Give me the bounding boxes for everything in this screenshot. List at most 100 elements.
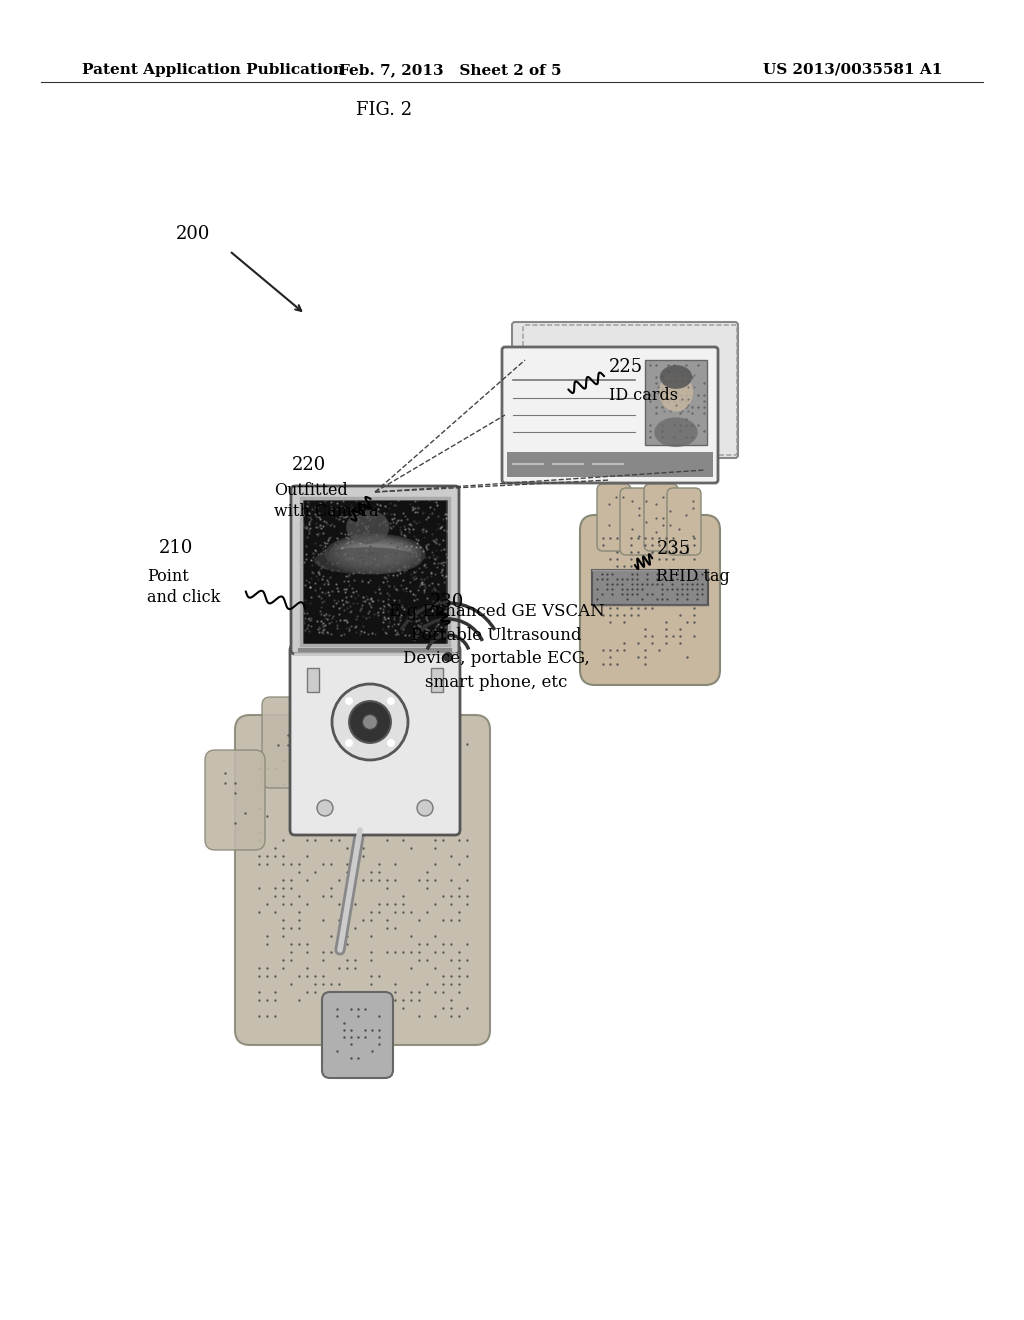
- Point: [599, 564, 615, 585]
- Point: [672, 619, 688, 640]
- Point: [634, 573, 650, 594]
- Point: [679, 541, 695, 562]
- Point: [354, 845, 371, 866]
- Point: [354, 1006, 371, 1027]
- Point: [370, 725, 386, 746]
- Point: [658, 589, 675, 610]
- Point: [442, 845, 459, 866]
- Point: [283, 878, 299, 899]
- Point: [331, 998, 347, 1019]
- Point: [451, 813, 467, 834]
- Point: [267, 837, 284, 858]
- Circle shape: [362, 714, 378, 730]
- Point: [307, 965, 324, 986]
- Point: [624, 583, 640, 605]
- Point: [435, 933, 452, 954]
- Point: [267, 845, 284, 866]
- Point: [642, 421, 658, 442]
- Point: [668, 371, 684, 392]
- Point: [347, 862, 364, 883]
- Circle shape: [332, 684, 408, 760]
- Point: [442, 990, 459, 1011]
- Text: Point
and click: Point and click: [147, 568, 221, 606]
- Point: [630, 590, 646, 611]
- Point: [362, 742, 379, 763]
- Point: [686, 376, 702, 397]
- Point: [678, 355, 694, 376]
- Point: [343, 998, 359, 1019]
- Point: [343, 1034, 359, 1055]
- Point: [274, 774, 291, 795]
- Point: [323, 886, 339, 907]
- Point: [371, 821, 387, 842]
- Point: [668, 364, 684, 385]
- Point: [371, 894, 387, 915]
- Point: [637, 569, 653, 590]
- Point: [314, 774, 331, 795]
- Point: [362, 990, 379, 1011]
- Point: [666, 426, 682, 447]
- Point: [267, 990, 284, 1011]
- Point: [604, 578, 621, 599]
- Point: [379, 870, 395, 891]
- Point: [435, 965, 452, 986]
- Point: [339, 886, 355, 907]
- Point: [411, 933, 427, 954]
- Point: [371, 742, 387, 763]
- Point: [678, 504, 694, 525]
- Point: [226, 772, 243, 793]
- Point: [442, 870, 459, 891]
- Point: [653, 578, 670, 599]
- Point: [299, 742, 315, 763]
- Point: [356, 1027, 373, 1048]
- Point: [451, 957, 467, 978]
- Point: [651, 528, 668, 549]
- Point: [299, 941, 315, 962]
- Point: [609, 528, 626, 549]
- Point: [339, 837, 355, 858]
- Point: [395, 894, 412, 915]
- Point: [672, 384, 688, 405]
- Point: [686, 364, 702, 385]
- Point: [387, 982, 403, 1003]
- Point: [331, 750, 347, 771]
- Point: [637, 528, 653, 549]
- Point: [291, 902, 307, 923]
- Point: [648, 355, 665, 376]
- Point: [665, 541, 681, 562]
- Circle shape: [345, 739, 353, 747]
- Point: [637, 598, 653, 619]
- Point: [323, 973, 339, 994]
- Point: [694, 573, 711, 594]
- Point: [442, 1006, 459, 1027]
- Point: [655, 400, 672, 421]
- Bar: [431, 668, 443, 692]
- Point: [427, 957, 443, 978]
- Point: [330, 709, 346, 730]
- Point: [459, 886, 475, 907]
- Point: [623, 598, 639, 619]
- Point: [442, 973, 459, 994]
- Point: [630, 583, 646, 605]
- Point: [662, 400, 678, 421]
- Point: [666, 355, 682, 376]
- Point: [331, 973, 347, 994]
- Point: [613, 569, 630, 590]
- Point: [630, 577, 646, 598]
- Point: [665, 535, 681, 556]
- Point: [283, 766, 299, 787]
- Point: [347, 957, 364, 978]
- Point: [339, 758, 355, 779]
- Point: [331, 829, 347, 850]
- Point: [402, 774, 419, 795]
- Ellipse shape: [341, 541, 410, 566]
- Point: [624, 564, 640, 585]
- Point: [680, 388, 696, 409]
- Point: [362, 862, 379, 883]
- Point: [655, 371, 672, 392]
- Point: [638, 511, 654, 532]
- Point: [347, 917, 364, 939]
- Point: [442, 805, 459, 826]
- Point: [226, 783, 243, 804]
- Point: [664, 578, 680, 599]
